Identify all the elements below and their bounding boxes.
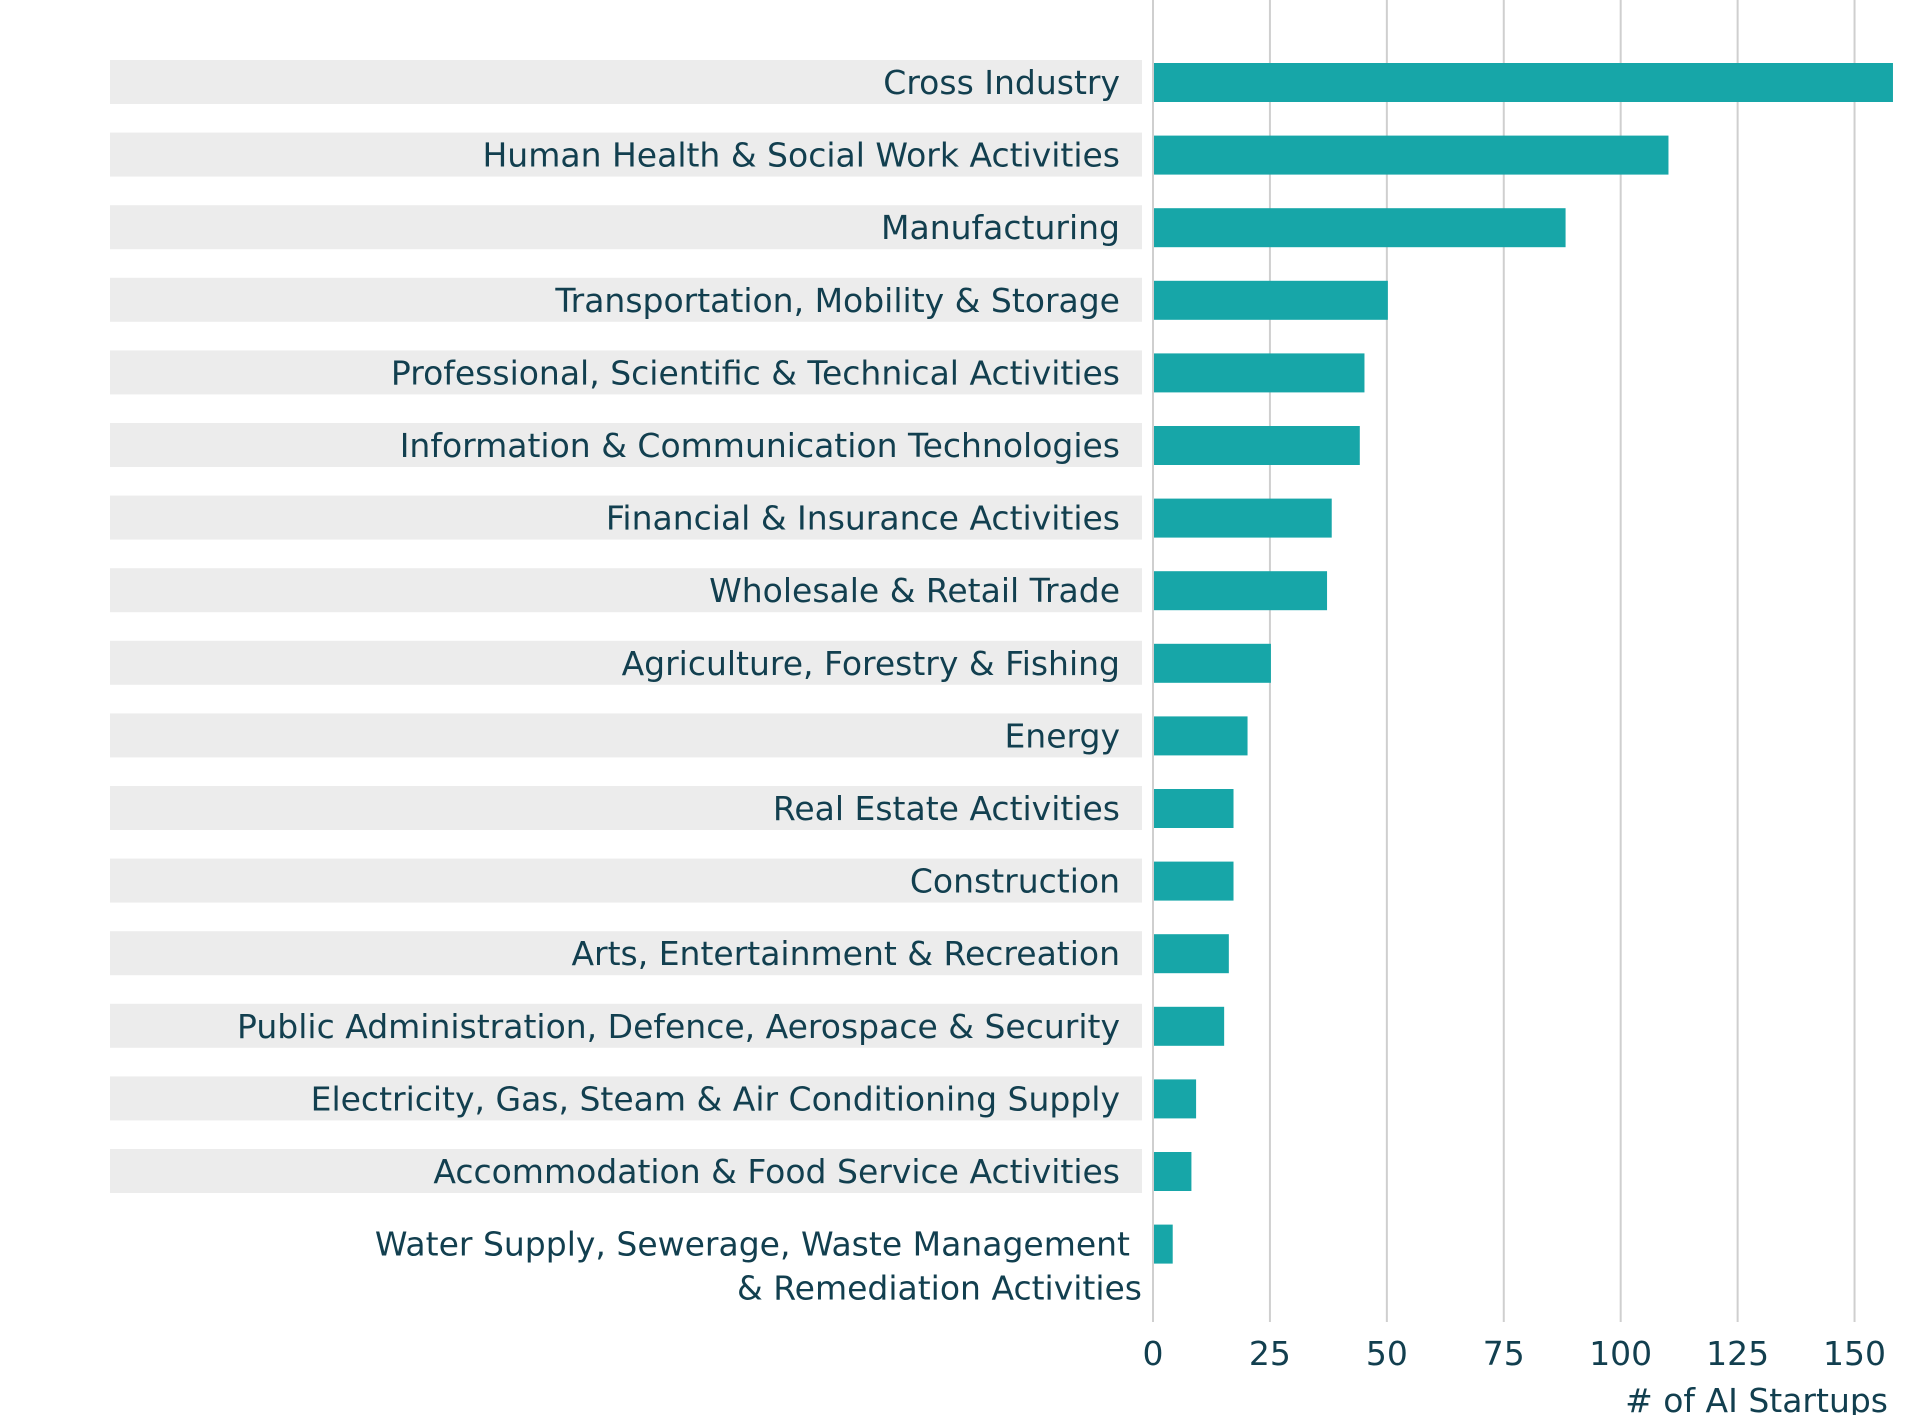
category-label: Manufacturing (881, 208, 1120, 247)
x-tick-label: 150 (1823, 1334, 1886, 1373)
label-band (110, 1149, 1142, 1193)
label-band (110, 423, 1142, 467)
category-label: Arts, Entertainment & Recreation (571, 934, 1120, 973)
bar (1154, 135, 1669, 175)
category-label: Human Health & Social Work Activities (482, 136, 1120, 175)
category-label: Wholesale & Retail Trade (709, 571, 1120, 610)
category-label: Real Estate Activities (773, 789, 1120, 828)
label-band (110, 640, 1142, 685)
bar (1154, 280, 1388, 320)
category-label: Agriculture, Forestry & Fishing (622, 644, 1120, 683)
category-label: Cross Industry (883, 63, 1120, 102)
bar (1154, 1079, 1197, 1119)
bar (1154, 716, 1248, 756)
bar (1154, 861, 1234, 901)
category-label: Construction (910, 862, 1120, 901)
label-band (110, 60, 1142, 104)
bar (1154, 63, 1893, 102)
label-band (110, 1003, 1142, 1048)
category-label: Water Supply, Sewerage, Waste Management… (375, 1225, 1142, 1308)
category-label: Professional, Scientific & Technical Act… (391, 353, 1120, 392)
x-tick-label: 75 (1483, 1334, 1525, 1373)
bar (1154, 571, 1328, 611)
label-band (110, 568, 1142, 613)
label-band (110, 495, 1142, 540)
x-tick-label: 50 (1366, 1334, 1408, 1373)
bar (1154, 498, 1332, 538)
bar (1154, 208, 1566, 248)
label-band (110, 1076, 1142, 1121)
bar (1154, 1006, 1225, 1046)
x-tick-label: 125 (1706, 1334, 1769, 1373)
label-band (110, 931, 1142, 976)
bar (1154, 1152, 1192, 1191)
label-band (110, 350, 1142, 395)
bar (1154, 789, 1234, 828)
x-tick-label: 0 (1143, 1334, 1164, 1373)
bar (1154, 353, 1365, 393)
label-band (110, 277, 1142, 322)
x-tick-label: 25 (1249, 1334, 1291, 1373)
category-label: Financial & Insurance Activities (606, 499, 1120, 538)
x-axis-label: # of AI Startups (1625, 1381, 1888, 1415)
bar (1154, 643, 1271, 683)
category-label: Information & Communication Technologies (400, 426, 1120, 465)
label-band (110, 205, 1142, 250)
bar (1154, 934, 1229, 974)
category-label: Transportation, Mobility & Storage (554, 281, 1120, 320)
label-band (110, 132, 1142, 177)
label-band (110, 858, 1142, 903)
label-band (110, 786, 1142, 830)
bar (1154, 1224, 1173, 1264)
category-label: Energy (1004, 716, 1120, 755)
label-band (110, 713, 1142, 758)
category-label: Accommodation & Food Service Activities (433, 1152, 1120, 1191)
bar (1154, 426, 1360, 465)
category-label: Electricity, Gas, Steam & Air Conditioni… (311, 1079, 1120, 1118)
x-tick-label: 100 (1589, 1334, 1652, 1373)
category-label: Public Administration, Defence, Aerospac… (237, 1007, 1120, 1046)
